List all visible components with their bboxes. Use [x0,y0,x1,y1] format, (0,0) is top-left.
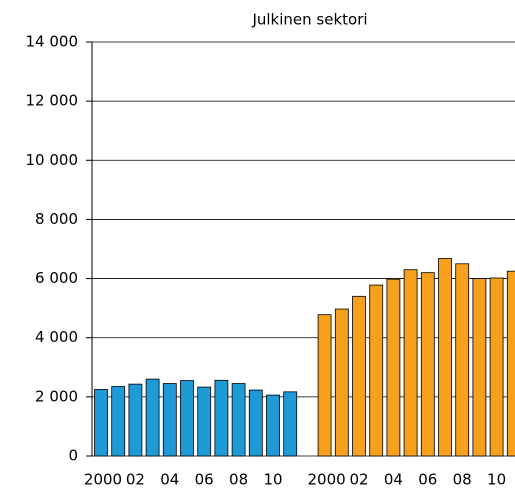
bar [94,389,108,457]
x-tick-label: 08 [229,471,248,489]
bar [438,258,452,457]
bar [283,391,298,457]
y-tick-label: 4 000 [35,328,78,346]
bar [317,314,332,457]
bar [248,389,263,457]
chart-title: Julkinen sektori [251,11,367,29]
y-tick-label: 8 000 [35,210,78,228]
x-tick-label: 06 [418,471,437,489]
y-tick-label: 6 000 [35,269,78,287]
y-tick-label: 0 [68,447,78,465]
bar [403,269,418,457]
bar [386,278,401,457]
bar [506,270,515,457]
bar [162,383,177,457]
bar [111,386,126,457]
bar [420,272,435,457]
bar [180,380,194,457]
bar [128,383,143,457]
y-tick-label: 2 000 [35,387,78,405]
y-tick-label: 12 000 [26,92,79,110]
x-tick-label: 06 [195,471,214,489]
bar [231,383,246,457]
bar [266,394,280,457]
bar [197,386,212,457]
x-tick-label: 2000 [84,471,122,489]
x-tick-label: 02 [126,471,145,489]
y-tick-label: 10 000 [26,151,79,169]
bar [489,277,504,457]
bar [352,295,366,457]
x-tick-label: 04 [160,471,179,489]
x-tick-label: 04 [384,471,403,489]
x-tick-label: 10 [263,471,282,489]
bar [334,308,349,457]
bar [214,379,229,457]
x-tick-label: 08 [453,471,472,489]
x-tick-label: 02 [349,471,368,489]
bar [369,284,384,457]
bar [472,278,487,457]
x-tick-label: 2000 [308,471,346,489]
x-tick-label: 10 [487,471,506,489]
y-tick-label: 14 000 [26,33,79,51]
bar [455,263,470,457]
bar [145,378,160,457]
